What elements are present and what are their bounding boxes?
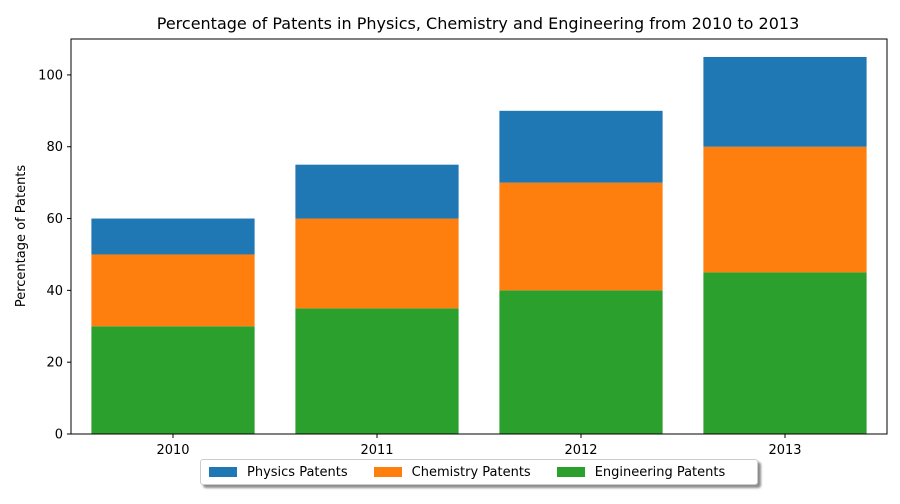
bar-physics-patents-2012 [499,110,663,183]
y-axis-label: Percentage of Patents [14,165,29,308]
bar-chemistry-patents-2013 [703,146,867,273]
y-tick-label: 20 [46,356,63,371]
legend-item-engineering-patents: Engineering Patents [556,464,726,480]
x-tick-label: 2011 [360,443,393,458]
x-tick-label: 2012 [564,443,597,458]
bar-physics-patents-2010 [91,218,255,255]
bar-chemistry-patents-2010 [91,254,255,327]
legend-label: Physics Patents [247,464,348,480]
bar-engineering-patents-2012 [499,290,663,434]
x-tick-label: 2010 [156,443,189,458]
x-tick-label: 2013 [768,443,801,458]
bar-physics-patents-2013 [703,56,867,147]
legend-swatch [373,467,402,477]
bar-chemistry-patents-2012 [499,182,663,291]
bar-engineering-patents-2010 [91,326,255,434]
bars-layer [91,56,867,434]
y-tick-label: 80 [46,140,63,155]
bar-engineering-patents-2013 [703,272,867,434]
plot-frame [70,38,888,435]
y-tick-label: 0 [55,428,63,443]
legend-swatch [556,467,585,477]
y-tick-label: 100 [38,68,63,83]
legend-label: Chemistry Patents [411,464,531,480]
legend-item-chemistry-patents: Chemistry Patents [373,464,531,480]
bar-physics-patents-2011 [295,164,459,219]
axes-layer: 0 20 40 60 80 100 2010 2011 2012 2013 [38,38,888,458]
chart-title: Percentage of Patents in Physics, Chemis… [157,14,800,33]
bar-chemistry-patents-2011 [295,218,459,309]
y-tick-label: 60 [46,212,63,227]
legend: Physics Patents Chemistry Patents Engineer… [200,459,758,485]
legend-swatch [209,467,237,477]
legend-label: Engineering Patents [594,464,726,480]
legend-item-physics-patents: Physics Patents [209,465,348,480]
bar-engineering-patents-2011 [295,308,459,434]
y-tick-label: 40 [46,284,63,299]
